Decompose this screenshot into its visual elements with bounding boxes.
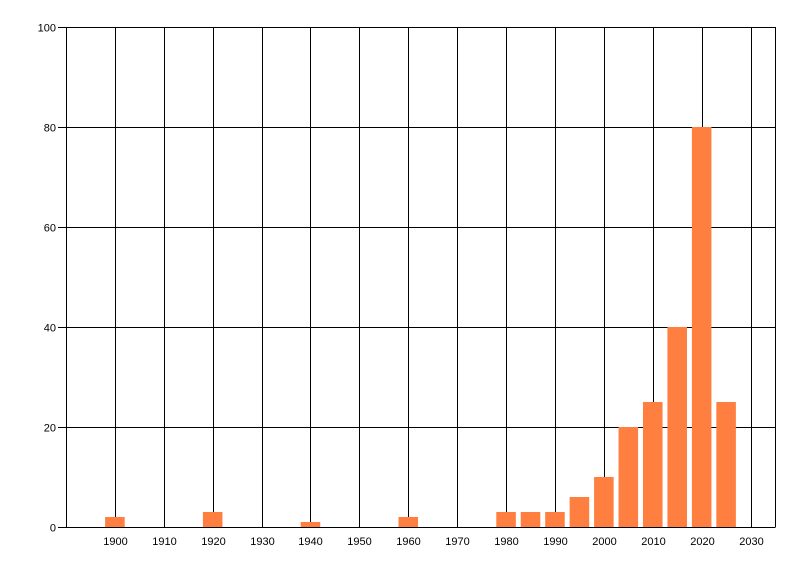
y-tick-label: 60 — [44, 223, 56, 235]
bar — [202, 512, 223, 527]
bar — [569, 497, 590, 527]
bar — [618, 427, 639, 527]
x-tick-label: 1900 — [103, 536, 127, 548]
y-tick-label: 0 — [50, 523, 56, 535]
x-tick-label: 1930 — [250, 536, 274, 548]
bar — [398, 517, 419, 527]
y-tick-label: 100 — [38, 23, 56, 35]
x-tick-label: 2000 — [592, 536, 616, 548]
x-tick-label: 1970 — [445, 536, 469, 548]
bar — [716, 402, 736, 527]
y-tick-label: 20 — [44, 423, 56, 435]
x-tick-label: 1910 — [152, 536, 176, 548]
x-tick-label: 2020 — [690, 536, 714, 548]
x-tick-label: 2010 — [641, 536, 665, 548]
bar — [105, 517, 125, 527]
y-tick-label: 40 — [44, 323, 56, 335]
bar — [545, 512, 565, 527]
bar — [667, 327, 687, 527]
x-tick-label: 1920 — [201, 536, 225, 548]
x-tick-label: 1980 — [494, 536, 518, 548]
y-tick-label: 80 — [44, 123, 56, 135]
bar — [300, 522, 321, 527]
x-tick-label: 2030 — [739, 536, 763, 548]
x-tick-label: 1940 — [298, 536, 322, 548]
bar — [691, 127, 712, 527]
x-tick-label: 1960 — [396, 536, 420, 548]
bar — [520, 512, 541, 527]
x-tick-label: 1950 — [347, 536, 371, 548]
x-tick-label: 1990 — [543, 536, 567, 548]
bar — [496, 512, 516, 527]
bar — [642, 402, 663, 527]
bar — [594, 477, 614, 527]
